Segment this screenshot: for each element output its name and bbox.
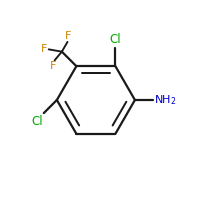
Text: F: F <box>41 44 47 54</box>
Text: F: F <box>50 61 57 71</box>
Text: NH$_2$: NH$_2$ <box>154 93 177 107</box>
Text: Cl: Cl <box>31 115 43 128</box>
Text: Cl: Cl <box>110 33 121 46</box>
Text: F: F <box>65 31 72 41</box>
